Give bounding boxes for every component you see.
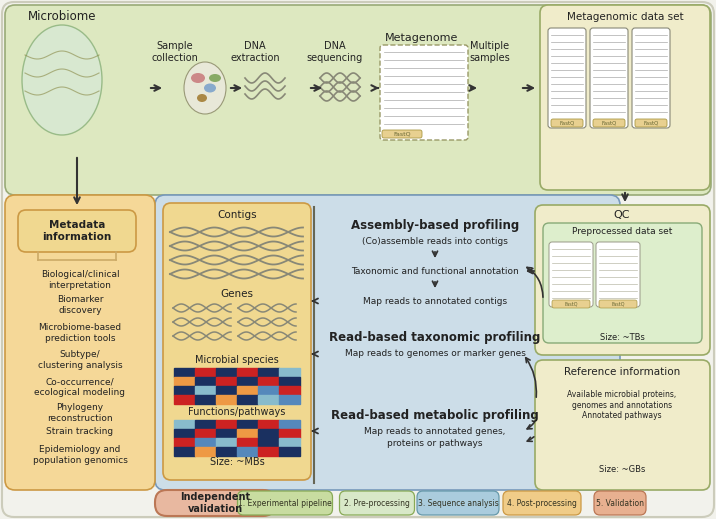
Text: Metadata
information: Metadata information <box>42 220 112 242</box>
FancyBboxPatch shape <box>155 195 620 490</box>
Text: Metagenome: Metagenome <box>385 33 459 43</box>
Text: Co-occurrence/
ecological modeling: Co-occurrence/ ecological modeling <box>34 377 125 397</box>
FancyBboxPatch shape <box>632 28 670 128</box>
FancyBboxPatch shape <box>5 195 155 490</box>
Bar <box>195 438 216 446</box>
Bar <box>237 429 258 438</box>
Ellipse shape <box>197 94 207 102</box>
Bar <box>195 395 216 403</box>
Bar <box>237 420 258 429</box>
Text: Genes: Genes <box>221 289 253 299</box>
Bar <box>216 438 236 446</box>
Bar <box>258 447 279 456</box>
Text: Assembly-based profiling: Assembly-based profiling <box>351 218 519 231</box>
Bar <box>174 429 195 438</box>
Text: Size: ~MBs: Size: ~MBs <box>210 457 264 467</box>
Bar <box>237 447 258 456</box>
FancyBboxPatch shape <box>417 491 499 515</box>
Text: Preprocessed data set: Preprocessed data set <box>572 227 672 237</box>
Ellipse shape <box>204 84 216 92</box>
Bar <box>237 386 258 394</box>
Text: Multiple
samples: Multiple samples <box>470 41 511 63</box>
Text: 1. Experimental pipeline: 1. Experimental pipeline <box>238 499 332 508</box>
Bar <box>279 420 299 429</box>
FancyBboxPatch shape <box>535 360 710 490</box>
Text: Epidemiology and
population genomics: Epidemiology and population genomics <box>32 445 127 465</box>
Bar <box>195 429 216 438</box>
Text: Read-based taxonomic profiling: Read-based taxonomic profiling <box>329 332 541 345</box>
Bar <box>279 438 299 446</box>
Text: QC: QC <box>614 210 630 220</box>
Text: Phylogeny
reconstruction: Phylogeny reconstruction <box>47 403 113 422</box>
Text: DNA
sequencing: DNA sequencing <box>307 41 363 63</box>
Text: Available microbial proteins,
genomes and annotations
Annotated pathways: Available microbial proteins, genomes an… <box>567 390 677 420</box>
Bar <box>174 395 195 403</box>
Bar <box>216 447 236 456</box>
FancyBboxPatch shape <box>590 28 628 128</box>
Bar <box>216 429 236 438</box>
FancyBboxPatch shape <box>596 242 640 307</box>
Text: 2. Pre-processing: 2. Pre-processing <box>344 499 410 508</box>
Bar <box>279 429 299 438</box>
Ellipse shape <box>209 74 221 82</box>
Text: 3. Sequence analysis: 3. Sequence analysis <box>417 499 498 508</box>
FancyBboxPatch shape <box>551 119 583 127</box>
FancyBboxPatch shape <box>339 491 415 515</box>
Text: 5. Validation: 5. Validation <box>596 499 644 508</box>
Text: Biological/clinical
interpretation: Biological/clinical interpretation <box>41 270 120 290</box>
Bar <box>174 377 195 386</box>
Bar <box>258 395 279 403</box>
FancyBboxPatch shape <box>155 490 275 516</box>
Bar <box>216 395 236 403</box>
FancyBboxPatch shape <box>503 491 581 515</box>
FancyBboxPatch shape <box>382 130 422 138</box>
Bar <box>279 377 299 386</box>
Bar <box>279 395 299 403</box>
Bar <box>216 420 236 429</box>
Text: FastQ: FastQ <box>601 120 616 126</box>
Bar <box>258 368 279 376</box>
FancyBboxPatch shape <box>635 119 667 127</box>
Text: FastQ: FastQ <box>564 302 578 307</box>
FancyBboxPatch shape <box>5 5 711 195</box>
Text: Functions/pathways: Functions/pathways <box>188 407 286 417</box>
FancyBboxPatch shape <box>540 5 710 190</box>
Ellipse shape <box>191 73 205 83</box>
Ellipse shape <box>184 62 226 114</box>
Text: Map reads to genomes or marker genes: Map reads to genomes or marker genes <box>344 349 526 359</box>
Bar <box>195 368 216 376</box>
Bar <box>258 420 279 429</box>
Text: (Co)assemble reads into contigs: (Co)assemble reads into contigs <box>362 237 508 245</box>
FancyBboxPatch shape <box>163 203 311 480</box>
Text: FastQ: FastQ <box>559 120 575 126</box>
Bar <box>174 447 195 456</box>
FancyBboxPatch shape <box>535 205 710 355</box>
Bar <box>258 438 279 446</box>
Bar <box>216 386 236 394</box>
Text: Map reads to annotated genes,: Map reads to annotated genes, <box>364 427 505 435</box>
Ellipse shape <box>22 25 102 135</box>
Text: Reference information: Reference information <box>564 367 680 377</box>
Bar <box>237 368 258 376</box>
FancyBboxPatch shape <box>593 119 625 127</box>
Text: proteins or pathways: proteins or pathways <box>387 439 483 447</box>
FancyBboxPatch shape <box>18 210 136 252</box>
Bar <box>174 368 195 376</box>
Bar <box>279 368 299 376</box>
Text: Subtype/
clustering analysis: Subtype/ clustering analysis <box>38 350 122 370</box>
Bar <box>216 368 236 376</box>
Text: FastQ: FastQ <box>611 302 625 307</box>
Text: Read-based metabolic profiling: Read-based metabolic profiling <box>331 408 539 421</box>
Bar <box>258 429 279 438</box>
Text: Strain tracking: Strain tracking <box>47 428 114 436</box>
Bar <box>258 377 279 386</box>
FancyBboxPatch shape <box>238 491 332 515</box>
Bar <box>279 447 299 456</box>
FancyBboxPatch shape <box>543 223 702 343</box>
Text: Metagenomic data set: Metagenomic data set <box>566 12 683 22</box>
Bar <box>174 420 195 429</box>
FancyBboxPatch shape <box>594 491 646 515</box>
Bar <box>237 377 258 386</box>
Text: Independent
validation: Independent validation <box>180 492 250 514</box>
